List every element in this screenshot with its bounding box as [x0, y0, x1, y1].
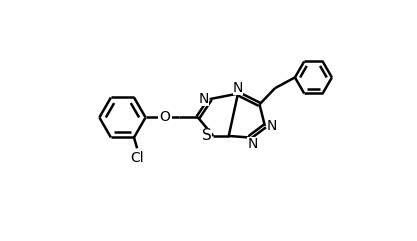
Text: Cl: Cl [130, 151, 144, 165]
Text: S: S [202, 128, 212, 143]
Text: N: N [266, 119, 277, 133]
Text: N: N [247, 137, 258, 151]
Text: O: O [159, 110, 170, 124]
Text: N: N [198, 92, 208, 106]
Text: N: N [233, 81, 243, 95]
